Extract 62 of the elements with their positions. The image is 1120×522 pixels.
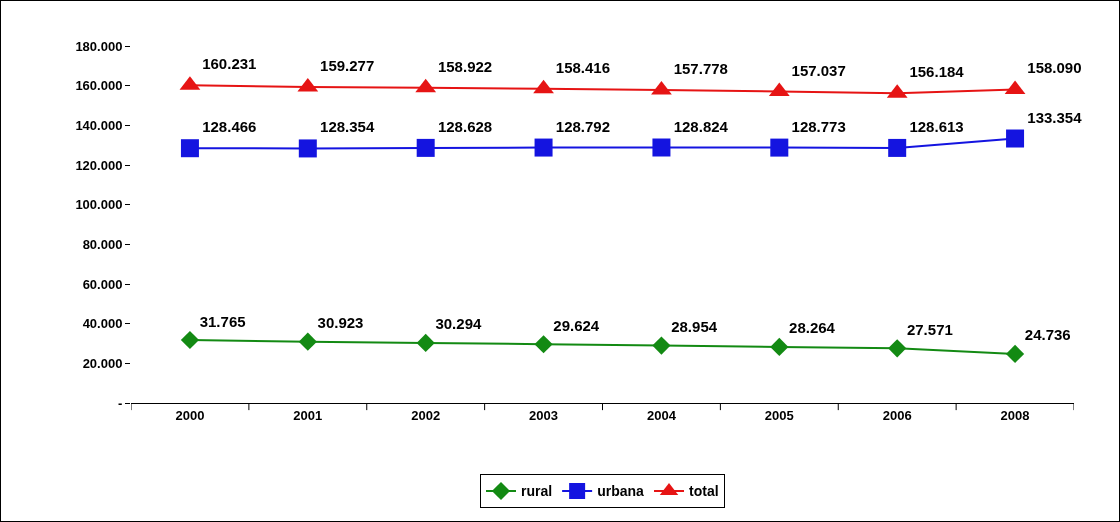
- data-label: 28.954: [671, 318, 718, 336]
- point: [298, 332, 317, 351]
- point: [298, 139, 317, 158]
- legend-label: total: [689, 483, 719, 500]
- data-label: 128.792: [555, 117, 611, 135]
- x-tick-label: 2006: [882, 407, 912, 423]
- legend-label: rural: [521, 483, 553, 500]
- data-label: 160.231: [202, 55, 257, 73]
- point: [180, 330, 200, 350]
- point: [770, 337, 789, 357]
- data-label: 128.773: [791, 117, 846, 135]
- data-label: 128.628: [437, 117, 493, 135]
- point: [770, 138, 789, 157]
- point: [416, 138, 435, 157]
- y-tick-label: 160.000: [75, 78, 123, 94]
- point: [534, 335, 553, 354]
- data-label: 30.294: [435, 315, 482, 333]
- y-tick-label: 40.000: [82, 316, 123, 332]
- point: [888, 339, 907, 358]
- data-label: 158.090: [1027, 59, 1082, 77]
- x-tick-label: 2008: [1000, 407, 1030, 423]
- point: [652, 138, 671, 157]
- data-label: 159.277: [320, 57, 375, 75]
- y-tick-label: 180.000: [75, 38, 123, 54]
- data-label: 128.824: [673, 117, 729, 135]
- legend-label: urbana: [597, 483, 645, 500]
- data-label: 156.184: [909, 63, 965, 81]
- x-tick-label: 2005: [764, 407, 794, 423]
- y-tick-label: 80.000: [82, 236, 123, 252]
- y-tick-label: 120.000: [75, 157, 123, 173]
- data-label: 157.778: [673, 60, 728, 78]
- point: [1005, 344, 1025, 364]
- y-tick-label: 20.000: [82, 355, 123, 371]
- point: [533, 79, 554, 94]
- data-label: 128.613: [909, 117, 964, 135]
- y-tick-label: -: [118, 395, 123, 411]
- x-tick-label: 2004: [646, 407, 677, 423]
- point: [180, 139, 199, 158]
- data-label: 27.571: [906, 320, 953, 338]
- point: [416, 333, 435, 353]
- x-tick-label: 2003: [529, 407, 559, 423]
- data-label: 158.416: [555, 58, 611, 76]
- data-label: 158.922: [437, 57, 493, 75]
- data-label: 133.354: [1027, 108, 1083, 126]
- data-label: 30.923: [317, 314, 364, 332]
- x-tick-label: 2000: [175, 407, 205, 423]
- data-label: 157.037: [791, 61, 846, 79]
- y-tick-label: 60.000: [82, 276, 123, 292]
- data-label: 128.354: [320, 118, 375, 136]
- point: [888, 138, 907, 157]
- y-tick-label: 100.000: [75, 197, 123, 213]
- x-tick-label: 2002: [411, 407, 441, 423]
- point: [652, 336, 671, 355]
- data-label: 29.624: [553, 316, 600, 334]
- data-label: 24.736: [1024, 326, 1071, 344]
- y-tick-label: 140.000: [75, 117, 123, 133]
- data-label: 128.466: [202, 118, 257, 136]
- x-tick-label: 2001: [293, 407, 323, 423]
- point: [534, 138, 553, 157]
- point: [1006, 129, 1025, 148]
- data-label: 28.264: [789, 319, 836, 337]
- data-label: 31.765: [199, 312, 246, 330]
